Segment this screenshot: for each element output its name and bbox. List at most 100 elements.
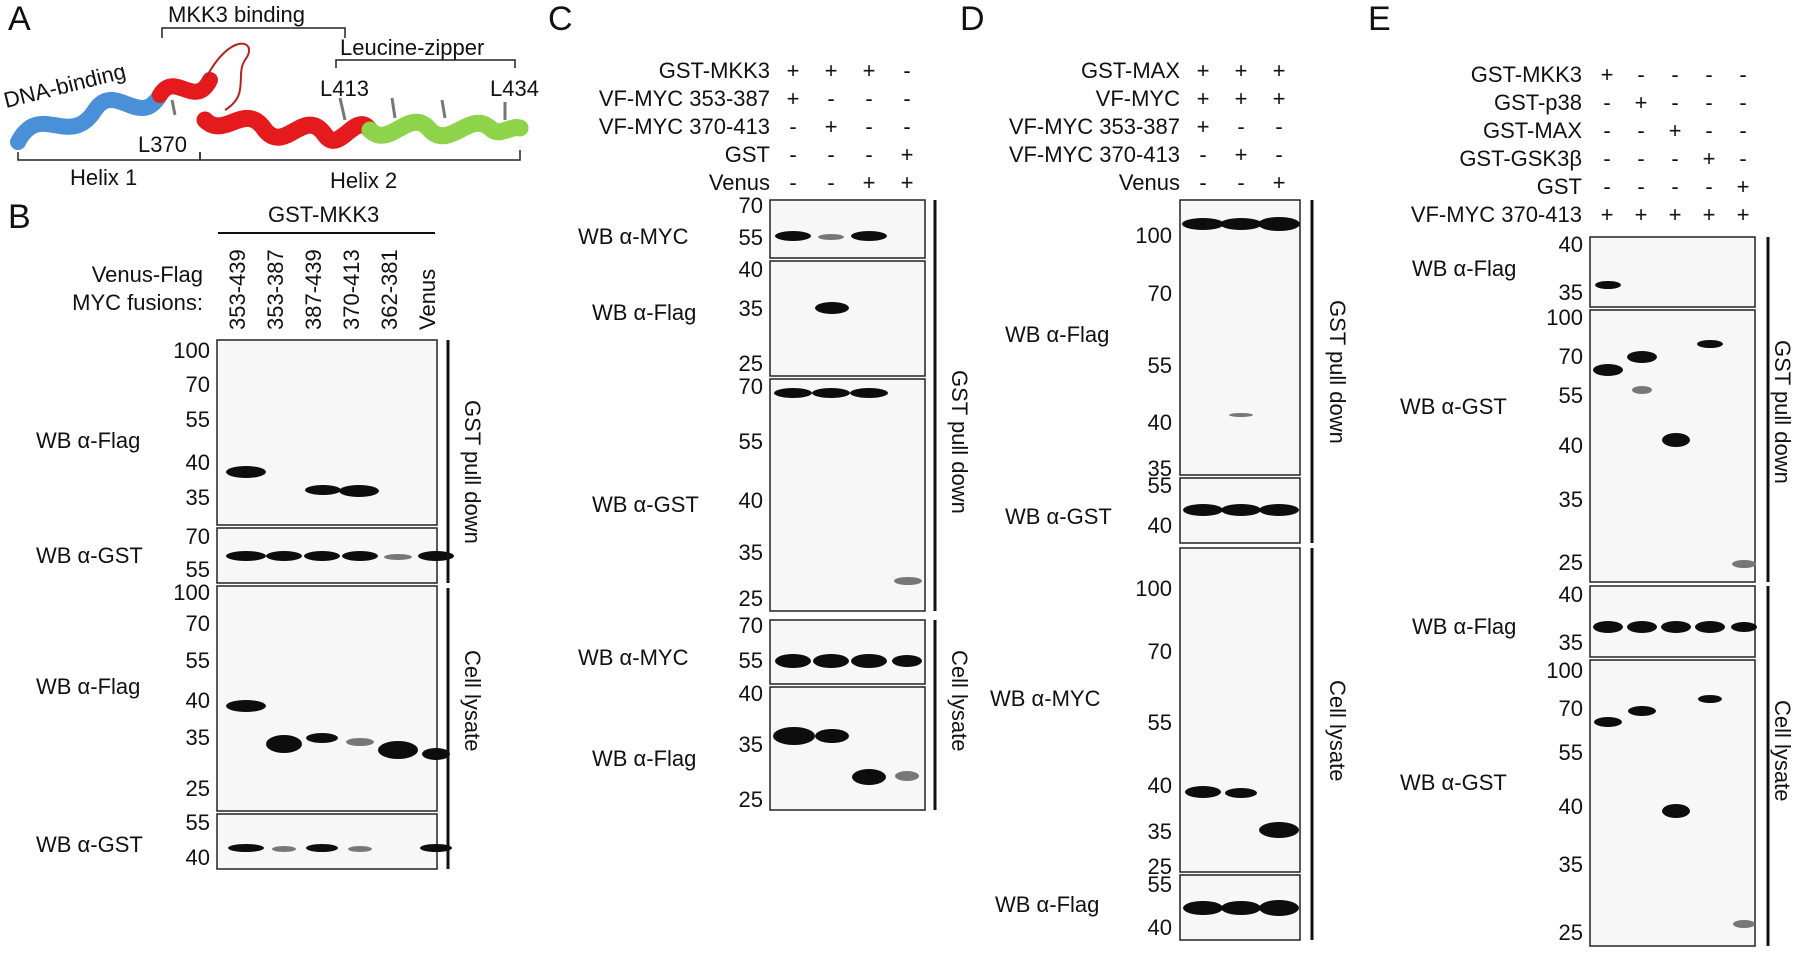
wb-label: WB α-GST [1400, 394, 1507, 419]
mw-marker: 40 [739, 681, 763, 706]
panel-b-row-label-1: Venus-Flag [92, 262, 203, 287]
row-label: GST [725, 142, 770, 167]
panel-c: C GST-MKK3 VF-MYC 353-387 VF-MYC 370-413… [548, 0, 972, 812]
sign: + [1601, 202, 1614, 227]
band [852, 769, 886, 785]
band [1632, 386, 1652, 394]
wb-label: WB α-GST [36, 543, 143, 568]
mw-marker: 100 [1546, 658, 1583, 683]
lane-label: 370-413 [339, 249, 364, 330]
mw-marker: 40 [739, 257, 763, 282]
mw-marker: 35 [1559, 630, 1583, 655]
mw-marker: 55 [739, 648, 763, 673]
sign: - [827, 170, 834, 195]
lane-label: Venus [415, 269, 440, 330]
sign: + [1669, 202, 1682, 227]
panel-c-blot-flag-pulldown [769, 260, 926, 377]
sign: + [1737, 202, 1750, 227]
sign: - [1739, 146, 1746, 171]
row-label: GST-GSK3β [1459, 146, 1582, 171]
sign: - [827, 86, 834, 111]
mw-marker: 70 [1559, 344, 1583, 369]
mw-marker: 40 [1559, 232, 1583, 257]
band [1182, 218, 1224, 230]
sign: - [1705, 118, 1712, 143]
sign: - [1671, 174, 1678, 199]
wb-label: WB α-Flag [1005, 322, 1109, 347]
band [1225, 788, 1257, 798]
mw-marker: 35 [1148, 456, 1172, 481]
sign: - [1275, 114, 1282, 139]
mw-marker: 40 [1559, 433, 1583, 458]
mw-marker: 25 [1148, 854, 1172, 879]
panel-b-header: GST-MKK3 [268, 202, 379, 227]
wb-label: WB α-GST [1005, 504, 1112, 529]
band [1593, 364, 1623, 376]
helix2-bracket [199, 150, 521, 161]
band [1594, 717, 1622, 727]
panel-b-blot-flag-lysate [216, 585, 438, 812]
loop-region [204, 42, 250, 111]
mw-marker: 25 [1559, 550, 1583, 575]
sign: - [1705, 62, 1712, 87]
mw-marker: 25 [1559, 920, 1583, 945]
sign: + [787, 58, 800, 83]
row-label: GST [1537, 174, 1582, 199]
band [775, 231, 811, 241]
panel-d: D GST-MAX VF-MYC VF-MYC 353-387 VF-MYC 3… [960, 0, 1350, 941]
side-label-lysate: Cell lysate [947, 650, 972, 751]
band [342, 551, 378, 561]
band [851, 231, 887, 241]
band [773, 727, 815, 745]
band [818, 234, 844, 240]
mw-marker: 40 [186, 450, 210, 475]
row-label: GST-MAX [1081, 58, 1180, 83]
band [1732, 560, 1756, 568]
band [1185, 786, 1221, 798]
band [304, 551, 340, 561]
row-label: VF-MYC 353-387 [599, 86, 770, 111]
mw-marker: 25 [739, 787, 763, 812]
helix2-label: Helix 2 [330, 168, 397, 193]
band [815, 729, 849, 743]
mw-marker: 70 [739, 613, 763, 638]
mw-marker: 70 [186, 524, 210, 549]
mw-marker: 25 [186, 776, 210, 801]
mw-marker: 55 [186, 407, 210, 432]
band [346, 738, 374, 746]
panel-c-blot-myc-lysate [769, 619, 926, 685]
band [348, 846, 372, 852]
sign: - [827, 142, 834, 167]
row-label: GST-p38 [1494, 90, 1582, 115]
band [272, 846, 296, 852]
sign: - [1705, 174, 1712, 199]
mw-marker: 40 [1148, 513, 1172, 538]
mw-marker: 55 [1148, 473, 1172, 498]
panel-c-blot-gst-pulldown [769, 378, 926, 612]
wb-label: WB α-Flag [1412, 614, 1516, 639]
panel-a: A MKK3 binding Leucine-zipper DNA-bindin… [1, 0, 539, 193]
wb-label: WB α-Flag [995, 892, 1099, 917]
band [774, 388, 812, 398]
band [1259, 504, 1299, 516]
row-label: Venus [1119, 170, 1180, 195]
sign: - [1671, 62, 1678, 87]
sign: + [1703, 146, 1716, 171]
panel-d-row-labels: GST-MAX VF-MYC VF-MYC 353-387 VF-MYC 370… [1009, 58, 1181, 195]
band [815, 302, 849, 314]
panel-d-mw-markers: 100 70 55 40 35 55 40 100 70 55 40 35 25… [1135, 223, 1172, 940]
band [1662, 433, 1690, 447]
side-label-pulldown: GST pull down [1325, 300, 1350, 444]
band [228, 844, 264, 852]
sign: - [1705, 90, 1712, 115]
mw-marker: 100 [173, 338, 210, 363]
panel-d-signs: + + + + + + + - - - + - - - + [1197, 58, 1286, 195]
panel-b-blot-flag-pulldown [216, 339, 438, 526]
sign: - [865, 114, 872, 139]
sign: + [1635, 90, 1648, 115]
band [1259, 822, 1299, 838]
sign: - [1739, 90, 1746, 115]
band [266, 551, 302, 561]
panel-e-row-labels: GST-MKK3 GST-p38 GST-MAX GST-GSK3β GST V… [1411, 62, 1583, 227]
mw-marker: 100 [1546, 305, 1583, 330]
